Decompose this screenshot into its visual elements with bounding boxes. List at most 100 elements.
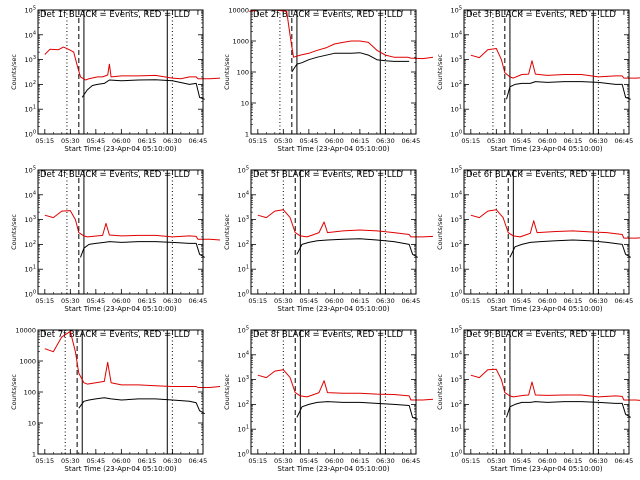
y-tick-label: 10 [241,100,249,108]
y-tick-label: 102 [238,400,249,409]
lld-series-line [257,369,434,401]
x-tick-label: 06:30 [589,457,608,465]
x-axis-label: Start Time (23-Apr-04 05:10:00) [64,305,176,313]
panel-title: Det 3f BLACK = Events, RED = LLD [466,10,616,20]
y-tick-label: 105 [451,166,462,175]
y-tick-label: 100 [25,130,36,139]
plot-frame [250,169,417,295]
y-axis-label: Counts/sec [223,54,231,90]
x-axis-label: Start Time (23-Apr-04 05:10:00) [490,465,602,473]
x-tick-label: 05:45 [512,137,531,145]
x-tick-label: 06:15 [137,297,156,305]
plot-frame [37,329,204,455]
x-tick-label: 06:45 [189,137,208,145]
y-tick-label: 103 [25,215,36,224]
panel-9: Det 9f BLACK = Events, RED = LLD 100 101 10… [436,326,640,473]
plot-frame [250,9,417,135]
x-axis-label: Start Time (23-Apr-04 05:10:00) [490,305,602,313]
x-tick-label: 06:45 [402,137,421,145]
y-axis-label: Counts/sec [436,374,444,410]
x-tick-label: 06:30 [589,297,608,305]
x-tick-label: 06:30 [376,457,395,465]
x-tick-label: 06:15 [350,137,369,145]
y-tick-label: 103 [451,215,462,224]
y-tick-label: 1 [245,131,249,139]
y-tick-label: 10000 [228,7,249,15]
x-tick-label: 05:45 [299,457,318,465]
y-axis-label: Counts/sec [10,214,18,250]
y-tick-label: 102 [451,80,462,89]
x-tick-label: 06:00 [112,457,131,465]
x-tick-label: 06:30 [589,137,608,145]
y-tick-label: 103 [451,375,462,384]
y-axis-label: Counts/sec [223,214,231,250]
x-tick-label: 06:30 [163,137,182,145]
x-tick-label: 06:15 [350,457,369,465]
panel-6: Det 6f BLACK = Events, RED = LLD 100 101 10… [436,166,640,313]
x-tick-label: 05:15 [248,457,267,465]
x-tick-label: 05:30 [487,297,506,305]
y-tick-label: 103 [238,215,249,224]
y-tick-label: 100 [238,290,249,299]
panel-7: Det 7f BLACK = Events, RED = LLD 1 10 100 10… [10,327,221,473]
panel-title: Det 1f BLACK = Events, RED = LLD [40,10,190,20]
y-tick-label: 104 [25,30,36,39]
x-tick-label: 05:30 [61,137,80,145]
panel-5: Det 5f BLACK = Events, RED = LLD 100 101 10… [223,166,434,313]
x-tick-label: 05:30 [61,297,80,305]
x-tick-label: 06:45 [189,297,208,305]
plot-frame [37,9,204,135]
y-tick-label: 101 [238,265,249,274]
events-series-line [80,241,205,258]
y-tick-label: 103 [238,375,249,384]
x-tick-label: 06:45 [402,297,421,305]
x-tick-label: 06:00 [325,137,344,145]
y-tick-label: 101 [25,265,36,274]
y-tick-label: 102 [238,240,249,249]
panel-title: Det 9f BLACK = Events, RED = LLD [466,330,616,340]
x-tick-label: 05:15 [35,137,54,145]
lld-series-line [257,209,434,238]
x-tick-label: 05:15 [461,137,480,145]
x-tick-label: 06:15 [350,297,369,305]
x-tick-label: 05:30 [61,457,80,465]
x-tick-label: 06:15 [563,137,582,145]
y-tick-label: 10000 [15,327,36,335]
y-tick-label: 101 [238,425,249,434]
panel-title: Det 6f BLACK = Events, RED = LLD [466,170,616,180]
x-tick-label: 06:00 [538,297,557,305]
x-axis-label: Start Time (23-Apr-04 05:10:00) [64,145,176,153]
x-axis-label: Start Time (23-Apr-04 05:10:00) [277,145,389,153]
panel-3: Det 3f BLACK = Events, RED = LLD 100 101 10… [436,6,640,153]
y-tick-label: 101 [451,105,462,114]
y-tick-label: 100 [237,69,249,77]
panel-title: Det 8f BLACK = Events, RED = LLD [253,330,403,340]
x-tick-label: 06:00 [325,457,344,465]
y-tick-label: 105 [238,166,249,175]
y-axis-label: Counts/sec [223,374,231,410]
plot-frame [250,329,417,455]
y-tick-label: 102 [25,80,36,89]
x-tick-label: 05:30 [487,137,506,145]
x-tick-label: 05:30 [274,457,293,465]
lld-series-line [470,209,640,239]
x-tick-label: 05:15 [461,457,480,465]
y-tick-label: 100 [238,450,249,459]
x-tick-label: 05:15 [35,457,54,465]
x-tick-label: 05:15 [248,137,267,145]
y-axis-label: Counts/sec [10,54,18,90]
y-tick-label: 102 [451,240,462,249]
lld-series-line [470,48,640,79]
y-tick-label: 1000 [232,38,249,46]
y-tick-label: 105 [238,326,249,335]
y-tick-label: 104 [25,190,36,199]
y-axis-label: Counts/sec [436,54,444,90]
y-tick-label: 1000 [19,358,36,366]
lld-series-line [44,46,221,81]
y-tick-label: 104 [238,350,249,359]
x-tick-label: 05:45 [512,297,531,305]
y-tick-label: 104 [451,30,462,39]
y-tick-label: 104 [451,190,462,199]
lld-series-line [470,368,640,401]
